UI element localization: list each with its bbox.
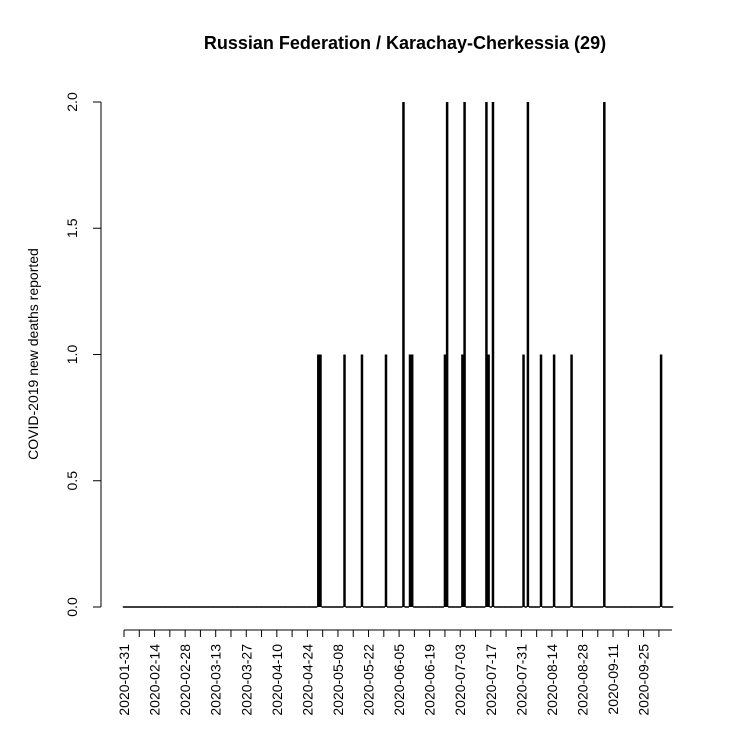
x-tick-label: 2020-02-14 — [147, 644, 163, 716]
x-tick-label: 2020-07-17 — [483, 644, 499, 716]
y-tick-label: 2.0 — [64, 92, 80, 112]
x-tick-label: 2020-06-05 — [391, 644, 407, 716]
x-tick-label: 2020-02-28 — [177, 644, 193, 716]
x-tick-label: 2020-08-14 — [544, 644, 560, 716]
y-tick-label: 0.5 — [64, 471, 80, 491]
x-tick-label: 2020-03-13 — [208, 644, 224, 716]
x-tick-label: 2020-09-25 — [636, 644, 652, 716]
x-tick-label: 2020-07-03 — [452, 644, 468, 716]
x-tick-label: 2020-07-31 — [513, 644, 529, 716]
y-tick-label: 1.0 — [64, 345, 80, 365]
x-tick-label: 2020-04-24 — [299, 644, 315, 716]
x-axis: 2020-01-31 2020-02-14 2020-02-28 2020-03-13… — [116, 629, 672, 716]
x-tick-label: 2020-01-31 — [116, 644, 132, 716]
x-tick-label: 2020-09-11 — [605, 644, 621, 715]
x-tick-label: 2020-04-10 — [269, 644, 285, 716]
x-tick-label: 2020-05-08 — [330, 644, 346, 716]
y-tick-label: 1.5 — [64, 218, 80, 238]
chart-title: Russian Federation / Karachay-Cherkessia… — [204, 33, 606, 53]
y-axis-label: COVID-2019 new deaths reported — [25, 248, 41, 460]
x-tick-label: 2020-05-22 — [361, 644, 377, 716]
x-tick-label: 2020-03-27 — [238, 644, 254, 716]
y-tick-label: 0.0 — [64, 597, 80, 617]
y-axis: 0.0 0.5 1.0 1.5 2.0 — [64, 92, 102, 617]
x-tick-label: 2020-06-19 — [422, 644, 438, 716]
deaths-series — [122, 102, 674, 608]
x-tick-label: 2020-08-28 — [574, 644, 590, 716]
